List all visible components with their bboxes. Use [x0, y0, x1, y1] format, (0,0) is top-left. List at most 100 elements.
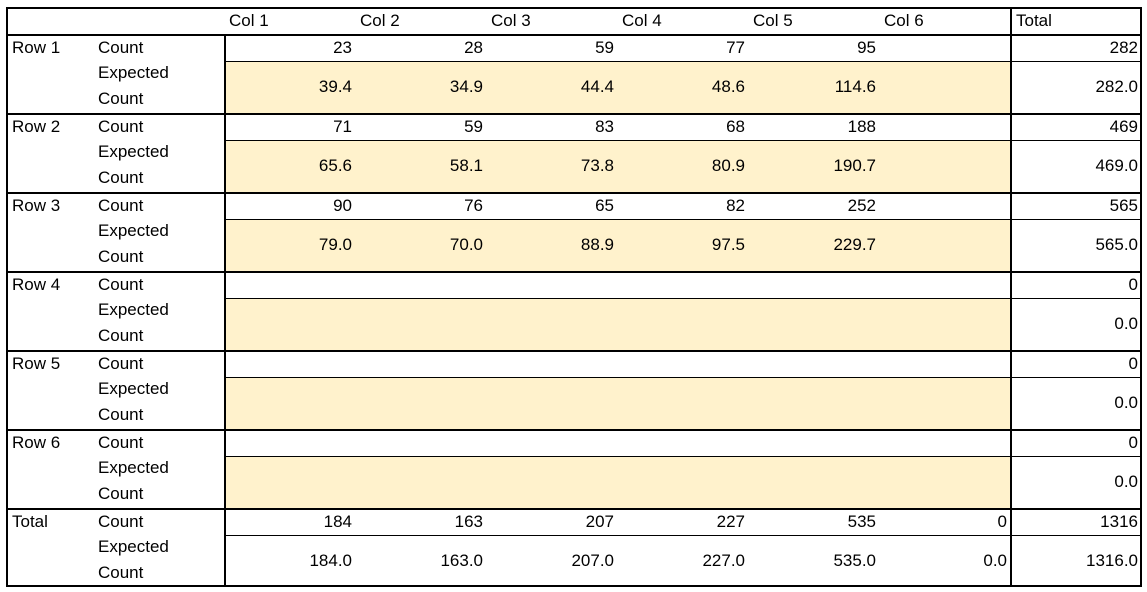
expected-cell: 97.5 [711, 235, 745, 254]
row-divider [8, 350, 1140, 352]
count-total-cell: 282 [1109, 38, 1138, 57]
expected-total-cell: 0.0 [1114, 393, 1138, 412]
expected-label-line1: Expected [98, 379, 169, 398]
inner-divider [226, 140, 1010, 141]
count-cell: 252 [847, 196, 876, 215]
expected-cell: 163.0 [440, 551, 483, 570]
count-total-cell: 0 [1128, 433, 1138, 452]
count-total-cell: 565 [1109, 196, 1138, 215]
column-header: Col 4 [622, 11, 662, 30]
expected-label-line1: Expected [98, 537, 169, 556]
inner-divider [226, 377, 1010, 378]
total-row-label: Total [12, 512, 48, 531]
count-cell: 82 [726, 196, 745, 215]
table-frame [6, 7, 1142, 587]
inner-divider [226, 219, 1010, 220]
count-label: Count [98, 196, 144, 215]
expected-total-cell: 565.0 [1095, 235, 1138, 254]
inner-divider [226, 61, 1010, 62]
row-divider [8, 34, 1140, 36]
expected-count-band [226, 62, 1010, 114]
expected-label-line2: Count [98, 405, 144, 424]
expected-cell: 34.9 [449, 77, 483, 96]
expected-cell: 80.9 [711, 156, 745, 175]
count-cell: 68 [726, 117, 745, 136]
expected-cell: 70.0 [449, 235, 483, 254]
count-cell: 28 [464, 38, 483, 57]
row-label: Row 4 [12, 275, 61, 294]
expected-total-cell: 282.0 [1095, 77, 1138, 96]
count-total-cell: 1316 [1100, 512, 1138, 531]
expected-cell: 73.8 [580, 156, 614, 175]
expected-label-line2: Count [98, 326, 144, 345]
count-label: Count [98, 117, 144, 136]
count-total-cell: 0 [1128, 354, 1138, 373]
expected-cell: 184.0 [309, 551, 352, 570]
column-header: Col 2 [360, 11, 400, 30]
count-cell: 0 [997, 512, 1007, 531]
inner-divider [1012, 219, 1140, 220]
count-cell: 207 [585, 512, 614, 531]
expected-label-line2: Count [98, 168, 144, 187]
count-total-cell: 469 [1109, 117, 1138, 136]
expected-count-band [226, 378, 1010, 430]
expected-cell: 190.7 [833, 156, 876, 175]
column-header: Col 1 [229, 11, 269, 30]
inner-divider [1012, 456, 1140, 457]
row-divider [8, 429, 1140, 431]
row-divider [8, 271, 1140, 273]
expected-cell: 44.4 [580, 77, 614, 96]
inner-divider [1012, 61, 1140, 62]
column-divider [1010, 7, 1012, 587]
column-divider [224, 34, 226, 587]
count-cell: 59 [595, 38, 614, 57]
expected-cell: 0.0 [983, 551, 1007, 570]
count-cell: 65 [595, 196, 614, 215]
expected-cell: 39.4 [318, 77, 352, 96]
count-cell: 71 [333, 117, 352, 136]
expected-count-band [226, 457, 1010, 509]
expected-cell: 79.0 [318, 235, 352, 254]
row-divider [8, 192, 1140, 194]
count-cell: 184 [323, 512, 352, 531]
column-header: Col 3 [491, 11, 531, 30]
expected-cell: 88.9 [580, 235, 614, 254]
count-cell: 90 [333, 196, 352, 215]
inner-divider [226, 456, 1010, 457]
row-divider [8, 508, 1140, 510]
expected-label-line2: Count [98, 247, 144, 266]
expected-cell: 65.6 [318, 156, 352, 175]
expected-label-line1: Expected [98, 63, 169, 82]
expected-count-band [226, 220, 1010, 272]
count-cell: 227 [716, 512, 745, 531]
count-cell: 535 [847, 512, 876, 531]
inner-divider [1012, 140, 1140, 141]
expected-label-line1: Expected [98, 142, 169, 161]
expected-total-cell: 0.0 [1114, 472, 1138, 491]
expected-cell: 58.1 [449, 156, 483, 175]
count-cell: 83 [595, 117, 614, 136]
count-cell: 77 [726, 38, 745, 57]
count-cell: 163 [454, 512, 483, 531]
expected-label-line1: Expected [98, 458, 169, 477]
column-header: Col 5 [753, 11, 793, 30]
expected-count-band [226, 141, 1010, 193]
expected-label-line2: Count [98, 89, 144, 108]
expected-label-line1: Expected [98, 221, 169, 240]
inner-divider [1012, 298, 1140, 299]
count-cell: 95 [857, 38, 876, 57]
expected-cell: 535.0 [833, 551, 876, 570]
count-cell: 59 [464, 117, 483, 136]
row-label: Row 2 [12, 117, 61, 136]
expected-label-line2: Count [98, 484, 144, 503]
expected-label-line2: Count [98, 563, 144, 582]
expected-count-band [226, 299, 1010, 351]
expected-total-cell: 469.0 [1095, 156, 1138, 175]
expected-cell: 114.6 [834, 77, 876, 96]
inner-divider [226, 298, 1010, 299]
row-label: Row 3 [12, 196, 61, 215]
expected-cell: 229.7 [833, 235, 876, 254]
expected-cell: 207.0 [571, 551, 614, 570]
count-cell: 188 [847, 117, 876, 136]
inner-divider [1012, 377, 1140, 378]
